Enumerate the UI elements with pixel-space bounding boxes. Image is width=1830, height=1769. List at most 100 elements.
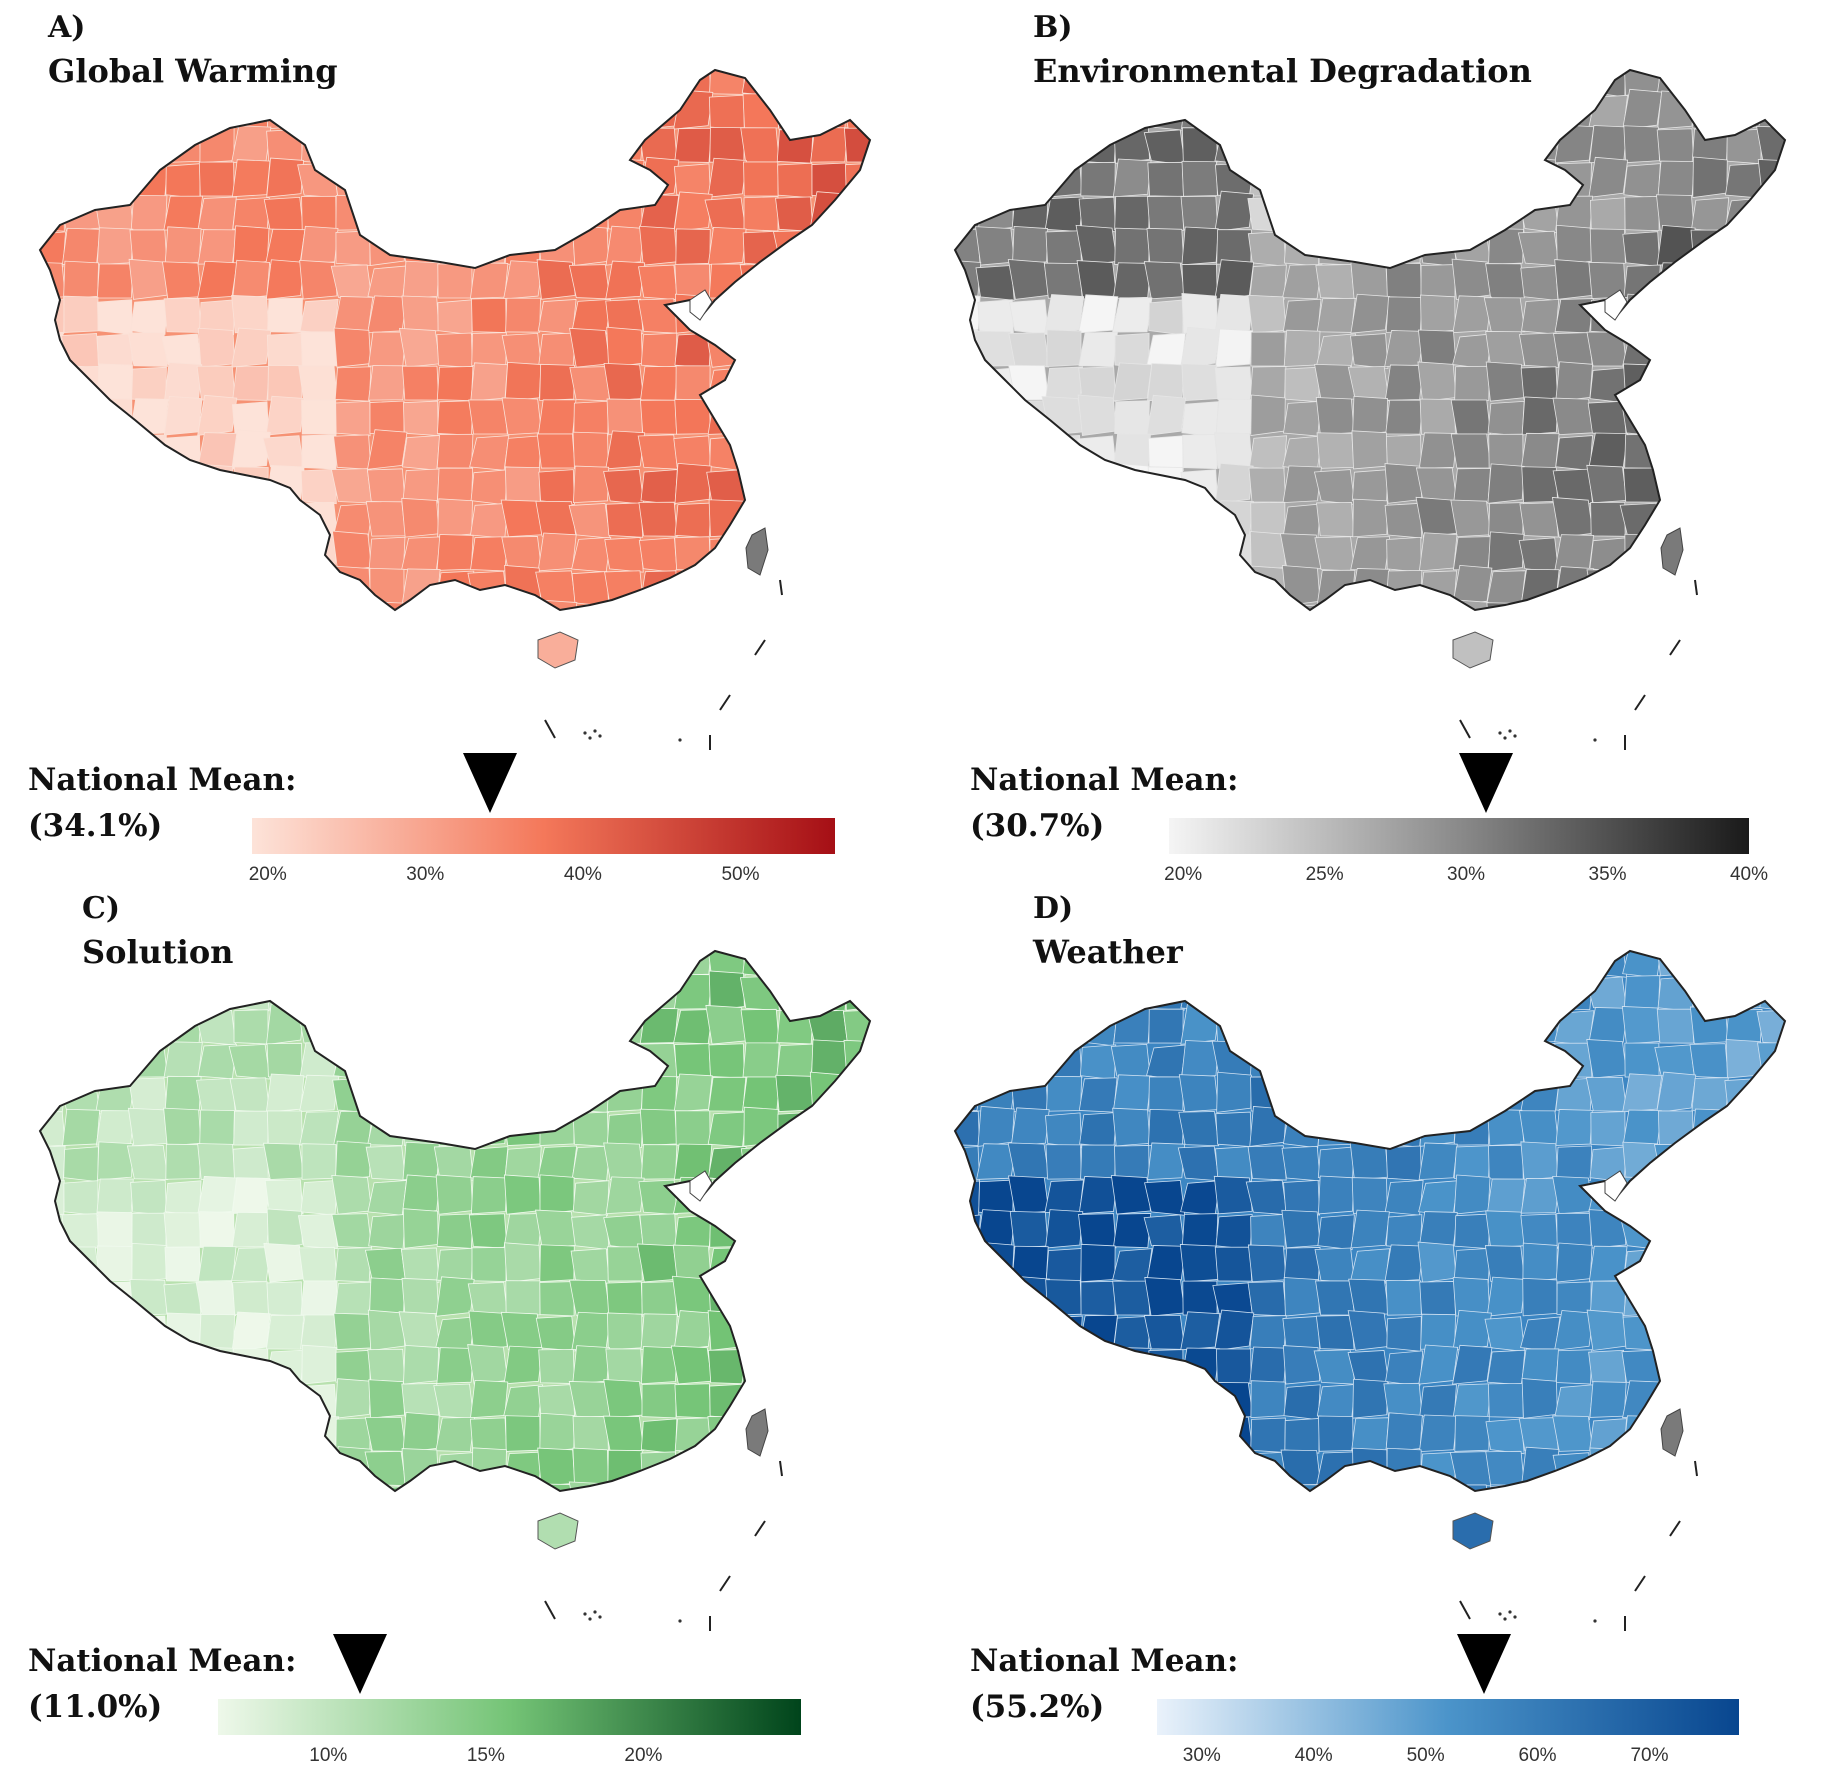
prefecture-region: [1112, 1107, 1151, 1147]
prefecture-region: [1045, 1279, 1082, 1316]
prefecture-region: [1419, 570, 1458, 606]
prefecture-region: [569, 1279, 611, 1316]
prefecture-region: [1653, 1144, 1696, 1180]
prefecture-region: [468, 601, 508, 610]
prefecture-region: [126, 1144, 169, 1180]
prefecture-region: [1588, 1349, 1627, 1386]
prefecture-region: [96, 333, 133, 370]
prefecture-region: [775, 89, 814, 130]
prefecture-region: [402, 1483, 440, 1491]
prefecture-region: [469, 1007, 509, 1044]
prefecture-region: [1351, 430, 1388, 470]
south-sea-island: [1498, 731, 1502, 735]
prefecture-region: [228, 1043, 271, 1080]
prefecture-region: [1250, 1380, 1286, 1419]
prefecture-region: [1351, 1417, 1390, 1453]
prefecture-region: [1689, 1043, 1729, 1079]
prefecture-region: [1453, 1007, 1491, 1044]
prefecture-region: [1046, 972, 1082, 1011]
prefecture-region: [1555, 1077, 1593, 1114]
prefecture-region: [708, 263, 746, 299]
legend-tick-label: 70%: [1630, 1745, 1669, 1766]
prefecture-region: [1181, 160, 1218, 197]
prefecture-region: [640, 1313, 678, 1350]
prefecture-region: [776, 365, 814, 401]
south-sea-island: [1508, 729, 1512, 733]
prefecture-region: [806, 1212, 849, 1249]
prefecture-region: [639, 602, 679, 610]
prefecture-region: [1075, 468, 1118, 505]
prefecture-region: [1247, 951, 1287, 978]
prefecture-region: [1722, 1211, 1764, 1248]
prefecture-region: [1007, 469, 1050, 505]
prefecture-region: [1657, 1110, 1694, 1146]
prefecture-region: [843, 330, 870, 367]
prefecture-region: [1623, 163, 1661, 199]
prefecture-region: [300, 1479, 339, 1491]
prefecture-region: [955, 568, 983, 605]
prefecture-region: [130, 1349, 167, 1385]
prefecture-region: [741, 1344, 782, 1385]
prefecture-region: [1520, 975, 1559, 1011]
prefecture-region: [844, 970, 870, 1011]
prefecture-region: [641, 973, 677, 1010]
prefecture-region: [62, 599, 100, 610]
prefecture-region: [1385, 976, 1423, 1013]
prefecture-region: [674, 502, 712, 538]
prefecture-region: [739, 602, 781, 610]
prefecture-region: [1282, 1345, 1321, 1385]
prefecture-region: [59, 1316, 100, 1353]
prefecture-region: [1283, 329, 1321, 367]
legend-tick-label: 35%: [1588, 864, 1627, 885]
prefecture-region: [1316, 1004, 1355, 1045]
prefecture-region: [606, 1281, 643, 1317]
prefecture-region: [707, 1111, 747, 1148]
prefecture-region: [367, 1309, 406, 1351]
prefecture-region: [231, 1414, 272, 1452]
prefecture-region: [777, 162, 813, 199]
prefecture-region: [500, 499, 543, 538]
prefecture-region: [810, 363, 847, 402]
prefecture-region: [130, 194, 168, 231]
prefecture-region: [232, 1452, 270, 1489]
prefecture-region: [1384, 330, 1425, 367]
prefecture-region: [1045, 230, 1082, 266]
prefecture-region: [539, 1174, 575, 1215]
prefecture-region: [402, 400, 439, 437]
prefecture-region: [955, 161, 980, 197]
prefecture-region: [955, 1110, 980, 1146]
prefecture-region: [976, 401, 1015, 438]
prefecture-region: [639, 1108, 678, 1146]
prefecture-region: [364, 1450, 407, 1487]
prefecture-region: [675, 365, 711, 401]
prefecture-region: [470, 536, 509, 572]
prefecture-region: [1079, 128, 1117, 165]
prefecture-region: [505, 1415, 541, 1452]
prefecture-region: [368, 536, 406, 573]
prefecture-region: [1622, 951, 1663, 979]
prefecture-region: [606, 124, 645, 164]
prefecture-region: [197, 463, 236, 504]
prefecture-region: [1281, 1484, 1321, 1491]
prefecture-region: [672, 1244, 712, 1282]
prefecture-region: [40, 70, 66, 95]
prefecture-region: [638, 501, 678, 537]
prefecture-region: [1487, 1010, 1525, 1046]
prefecture-region: [164, 564, 201, 606]
nine-dash-line-segment: [719, 694, 731, 711]
prefecture-region: [1249, 127, 1287, 163]
color-gradient-bar: [218, 1699, 801, 1735]
prefecture-region: [1589, 1381, 1627, 1418]
south-sea-island: [1593, 1619, 1597, 1623]
prefecture-region: [605, 298, 644, 335]
prefecture-region: [130, 129, 168, 166]
prefecture-region: [1521, 298, 1560, 335]
prefecture-region: [505, 70, 541, 95]
prefecture-region: [537, 399, 577, 435]
prefecture-region: [1451, 70, 1491, 98]
prefecture-region: [436, 366, 474, 402]
prefecture-region: [1724, 1077, 1763, 1114]
prefecture-region: [1076, 260, 1118, 300]
prefecture-region: [127, 331, 168, 367]
prefecture-region: [1688, 598, 1730, 610]
